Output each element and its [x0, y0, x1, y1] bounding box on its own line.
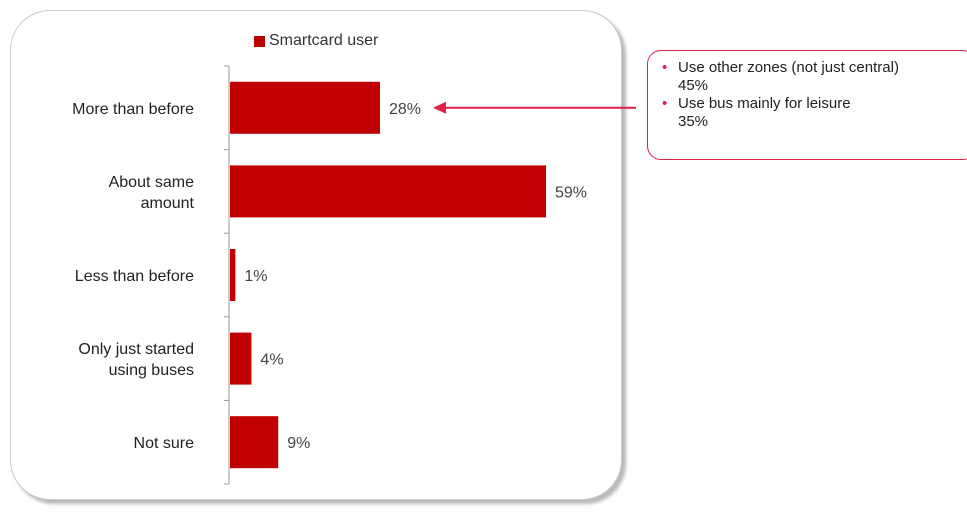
bullet-icon: •: [662, 59, 668, 76]
callout-item-text: Use bus mainly for leisure: [678, 95, 851, 112]
bullet-icon: •: [662, 95, 668, 112]
data-label: 4%: [260, 352, 283, 369]
callout-item-value: 45%: [678, 77, 709, 94]
category-label: About same amount: [109, 174, 195, 212]
legend-swatch: [254, 35, 265, 47]
category-label: Less than before: [75, 268, 194, 285]
bar: [230, 165, 546, 218]
category-label: More than before: [72, 101, 194, 118]
data-label: 59%: [555, 184, 587, 201]
legend-label: Smartcard user: [269, 32, 379, 49]
callout-item-text: Use other zones (not just central): [678, 59, 899, 76]
callout-item: • Use bus mainly for leisure 35%: [662, 95, 967, 131]
bar: [230, 332, 252, 385]
data-label: 1%: [244, 268, 267, 285]
category-label: Not sure: [134, 435, 195, 452]
bar: [230, 249, 236, 301]
category-label: Only just started using buses: [78, 341, 194, 379]
bar: [230, 416, 279, 469]
callout-item: • Use other zones (not just central) 45%: [662, 59, 967, 95]
arrow-head-icon: [432, 101, 446, 114]
data-label: 9%: [287, 435, 310, 452]
chart-legend: Smartcard user: [254, 32, 378, 50]
bar: [230, 81, 380, 134]
data-label: 28%: [389, 101, 421, 118]
callout-box: • Use other zones (not just central) 45%…: [647, 50, 967, 160]
callout-item-value: 35%: [678, 113, 709, 130]
